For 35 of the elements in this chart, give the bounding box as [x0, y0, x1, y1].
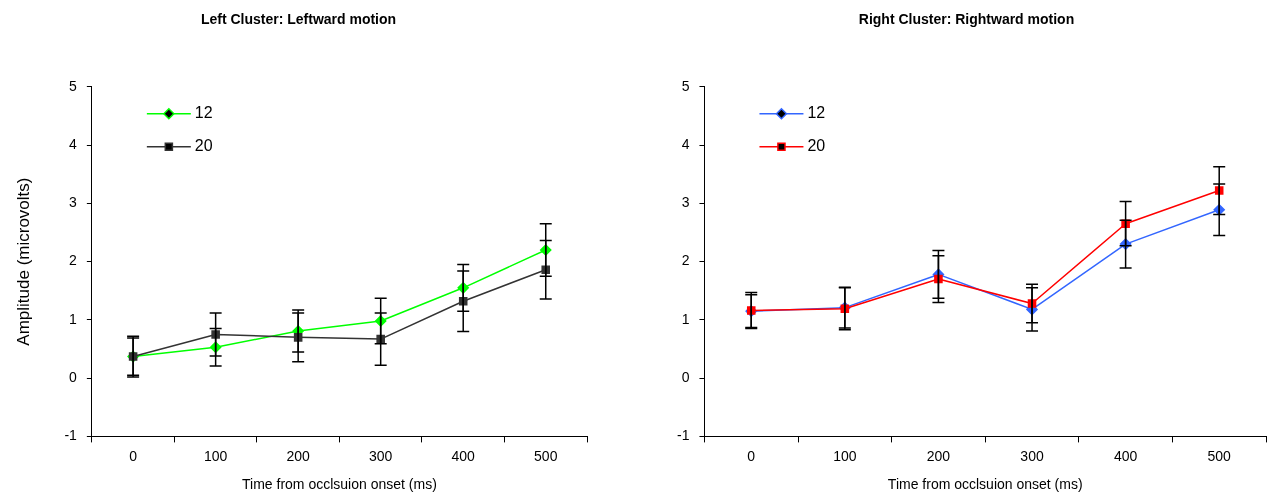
x-tick-label: 300 — [1020, 447, 1044, 464]
x-axis-title: Time from occlsuion onset (ms) — [242, 476, 437, 493]
chart-title: Left Cluster: Leftward motion — [200, 11, 397, 28]
y-axis-title: Amplitude (microvolts) — [13, 177, 33, 346]
y-tick-label: 5 — [69, 77, 78, 94]
x-axis-title: Time from occlsuion onset (ms) — [887, 476, 1083, 493]
y-tick-label: -1 — [64, 427, 78, 444]
legend-label: 12 — [807, 104, 826, 122]
y-tick-label: 0 — [69, 368, 78, 385]
y-tick-label: 4 — [69, 135, 78, 152]
y-tick-label: 1 — [681, 310, 690, 327]
y-tick-label: 2 — [681, 252, 690, 269]
legend-label: 20 — [807, 137, 826, 155]
y-tick-label: 4 — [681, 135, 690, 152]
y-tick-label: 3 — [69, 194, 78, 211]
chart-title: Right Cluster: Rightward motion — [858, 11, 1075, 28]
y-tick-label: 1 — [69, 310, 78, 327]
x-tick-label: 100 — [833, 447, 857, 464]
y-tick-label: 0 — [681, 368, 690, 385]
x-tick-label: 400 — [451, 447, 476, 464]
x-tick-label: 100 — [203, 447, 228, 464]
x-tick-label: 300 — [369, 447, 393, 464]
y-tick-label: 2 — [69, 252, 78, 269]
x-tick-label: 500 — [1207, 447, 1232, 464]
x-tick-label: 200 — [286, 447, 311, 464]
x-tick-label: 0 — [747, 447, 756, 464]
legend-label: 20 — [194, 137, 213, 155]
legend-label: 12 — [194, 104, 213, 122]
y-tick-label: 5 — [681, 77, 690, 94]
x-tick-label: 0 — [129, 447, 138, 464]
x-tick-label: 400 — [1113, 447, 1138, 464]
y-tick-label: -1 — [677, 427, 690, 444]
x-tick-label: 200 — [926, 447, 951, 464]
x-tick-label: 500 — [534, 447, 558, 464]
y-tick-label: 3 — [681, 194, 690, 211]
